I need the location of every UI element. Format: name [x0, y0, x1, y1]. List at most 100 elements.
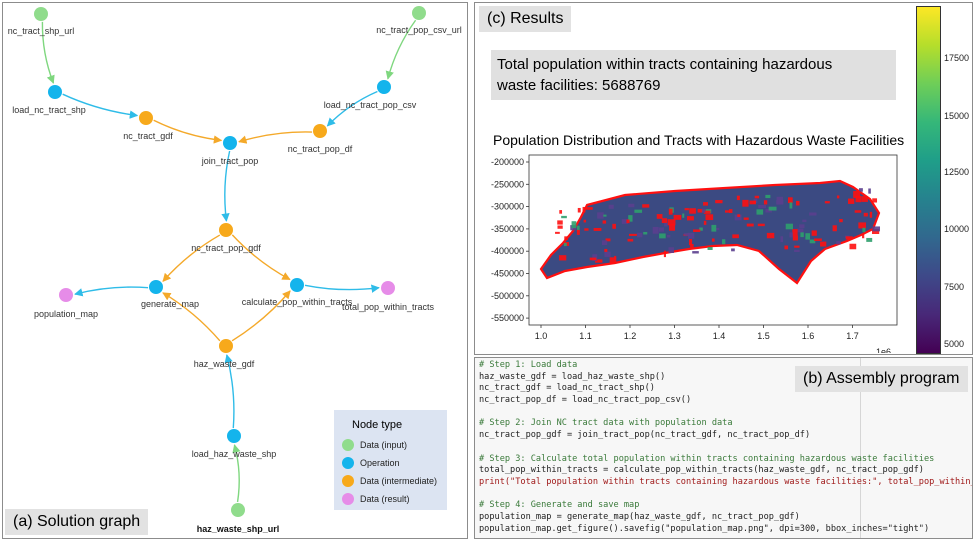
map-tract-patch: [577, 207, 581, 213]
node-load_nc_tract_pop_csv[interactable]: [377, 80, 391, 94]
map-tract-patch: [559, 210, 563, 214]
map-tract-patch: [595, 259, 603, 263]
graph-edges: [41, 19, 417, 503]
x-tick-label: 1.2: [624, 331, 637, 341]
map-tract-patch: [584, 228, 589, 231]
graph-canvas: [41, 19, 417, 503]
node-type-legend: Node type Data (input) Operation Data (i…: [334, 410, 447, 510]
map-tract-patch: [836, 241, 841, 245]
map-tract-patch: [703, 210, 711, 214]
map-tract-patch: [800, 232, 804, 238]
code-line: population_map.get_figure().savefig("pop…: [479, 523, 930, 534]
edge-nc_tract_pop_csv_url-to-load_nc_tract_pop_csv: [385, 19, 417, 80]
map-tract-patch: [765, 194, 771, 199]
map-tract-patch: [602, 220, 607, 224]
map-tract-patch: [742, 199, 749, 207]
map-tract-patch: [559, 255, 567, 261]
colorbar-tick-label: 10000: [944, 224, 970, 234]
map-tract-patch: [724, 210, 730, 213]
map-tract-patch: [855, 196, 862, 203]
map-tract-patch: [690, 244, 694, 249]
edge-haz_waste_gdf-to-calculate_pop_within_tracts: [231, 290, 291, 342]
map-tract-patch: [728, 209, 733, 213]
map-tract-patch: [608, 204, 614, 209]
code-listing: # Step 1: Load data haz_waste_gdf = load_…: [479, 360, 972, 535]
code-comment-line: # Step 1: Load data: [479, 360, 578, 370]
edge-nc_tract_pop_gdf-to-calculate_pop_within_tracts: [231, 234, 291, 281]
map-tract-patch: [697, 208, 703, 213]
edge-haz_waste_gdf-to-generate_map: [162, 292, 221, 342]
map-tract-patch: [669, 224, 676, 231]
node-label-haz_waste_shp_url: haz_waste_shp_url: [196, 524, 280, 534]
map-tract-patch: [593, 227, 602, 231]
node-nc_tract_pop_csv_url[interactable]: [412, 6, 426, 20]
map-axes: -200000 -250000 -300000 -350000 -400000 -4500…: [491, 154, 898, 353]
x-tick-label: 1.0: [535, 331, 548, 341]
legend-item-label: Data (result): [360, 494, 410, 504]
node-population_map[interactable]: [59, 288, 73, 302]
map-tract-patch: [722, 239, 726, 245]
x-axis-offset-label: 1e6: [876, 347, 891, 353]
map-tract-patch: [684, 233, 690, 236]
node-nc_tract_shp_url[interactable]: [34, 7, 48, 21]
map-tract-patch: [872, 198, 878, 203]
map-tract-patch: [583, 219, 587, 223]
map-tract-patch: [711, 238, 715, 242]
node-nc_tract_pop_gdf[interactable]: [219, 223, 233, 237]
map-tract-patch: [858, 188, 863, 192]
legend-intermediate-dot: [342, 475, 354, 487]
map-tract-patch: [689, 208, 696, 214]
legend-item-result: Data (result): [342, 492, 410, 506]
map-tract-patch: [869, 211, 873, 218]
node-join_tract_pop[interactable]: [223, 136, 237, 150]
map-tract-patch: [582, 206, 586, 213]
edge-haz_waste_shp_url-to-load_haz_waste_shp: [232, 444, 241, 503]
total-population-summary: Total population within tracts containin…: [491, 50, 896, 100]
node-generate_map[interactable]: [149, 280, 163, 294]
map-tract-patch: [564, 242, 570, 246]
map-tract-patch: [863, 212, 868, 217]
map-tract-patch: [787, 197, 793, 204]
node-label-join_tract_pop: join_tract_pop: [201, 156, 259, 166]
x-tick-label: 1.4: [713, 331, 726, 341]
map-tract-patch: [561, 215, 567, 219]
code-line: nc_tract_pop_df = load_nc_tract_pop_csv(…: [479, 395, 692, 406]
code-blank-line: [479, 407, 972, 419]
code-comment-line: # Step 2: Join NC tract data with popula…: [479, 418, 733, 429]
map-tract-patch: [849, 243, 857, 250]
node-label-load_nc_tract_shp: load_nc_tract_shp: [12, 105, 86, 115]
map-tract-patch: [701, 208, 706, 213]
node-haz_waste_shp_url[interactable]: [231, 503, 245, 517]
node-label-nc_tract_pop_csv_url: nc_tract_pop_csv_url: [376, 25, 462, 35]
map-tract-patch: [789, 232, 793, 238]
map-tract-patch: [626, 219, 630, 224]
map-tract-patch: [656, 214, 663, 219]
map-tract-patch: [659, 233, 666, 239]
node-nc_tract_pop_df[interactable]: [313, 124, 327, 138]
node-calculate_pop_within_tracts[interactable]: [290, 278, 304, 292]
map-tract-patch: [589, 257, 597, 261]
y-tick-label: -400000: [491, 246, 524, 256]
map-tract-patch: [758, 204, 767, 209]
map-tract-patch: [731, 248, 735, 252]
map-tract-patch: [711, 224, 717, 232]
map-tract-patch: [811, 230, 817, 236]
node-total_pop_within_tracts[interactable]: [381, 281, 395, 295]
node-load_nc_tract_shp[interactable]: [48, 85, 62, 99]
node-label-generate_map: generate_map: [140, 299, 200, 309]
map-tract-patch: [715, 200, 723, 204]
map-tract-patch: [785, 223, 793, 230]
node-haz_waste_gdf[interactable]: [219, 339, 233, 353]
node-nc_tract_gdf[interactable]: [139, 111, 153, 125]
node-label-nc_tract_pop_gdf: nc_tract_pop_gdf: [191, 243, 261, 253]
map-tract-patch: [664, 222, 668, 227]
node-label-nc_tract_shp_url: nc_tract_shp_url: [7, 26, 75, 36]
map-tract-patch: [642, 204, 650, 208]
map-tract-patch: [766, 232, 775, 239]
map-tract-patch: [699, 227, 703, 231]
map-tract-patch: [836, 195, 840, 199]
map-tract-patch: [705, 214, 714, 221]
node-load_haz_waste_shp[interactable]: [227, 429, 241, 443]
map-tract-patch: [780, 236, 784, 243]
